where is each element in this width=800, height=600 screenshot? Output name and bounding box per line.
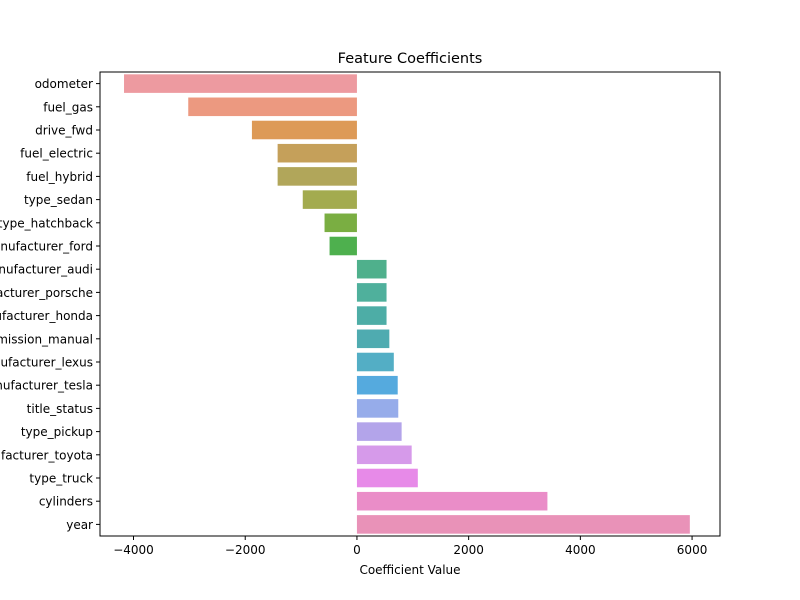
bar-cylinders: [356, 491, 548, 511]
y-tick-label: cylinders: [39, 495, 93, 509]
bar-fuel-gas: [188, 97, 357, 117]
x-tick-label: 4000: [565, 543, 596, 557]
bar-type-hatchback: [324, 213, 357, 233]
y-tick-label: type_sedan: [24, 193, 93, 207]
y-tick-label: type_pickup: [21, 425, 93, 439]
y-tick-label: manufacturer_audi: [0, 263, 93, 277]
bar-manufacturer-toyota: [356, 445, 412, 465]
bar-odometer: [124, 74, 357, 93]
bar-manufacturer-porsche: [356, 283, 387, 302]
bar-manufacturer-honda: [356, 306, 387, 325]
x-tick-label: 0: [353, 543, 361, 557]
x-axis: −4000 −2000 0 2000 4000 6000: [113, 536, 707, 557]
y-tick-label: type_hatchback: [0, 216, 93, 230]
y-tick-labels: odometer fuel_gas drive_fwd fuel_electricfu…: [0, 77, 100, 532]
bar-fuel-electric: [277, 143, 357, 163]
y-tick-label: fuel_electric: [20, 147, 93, 161]
bar-fuel-hybrid: [277, 167, 357, 186]
bar-type-sedan: [302, 190, 357, 209]
y-tick-label: manufacturer_ford: [0, 240, 93, 254]
y-tick-label: drive_fwd: [35, 124, 93, 138]
x-tick-label: −2000: [225, 543, 266, 557]
y-tick-label: fuel_gas: [43, 100, 93, 114]
bars-group: [124, 74, 690, 534]
bar-type-truck: [356, 468, 418, 488]
y-tick-label: year: [66, 518, 93, 532]
bar-year: [356, 515, 690, 534]
bar-title-status: [356, 399, 399, 418]
x-axis-label: Coefficient Value: [359, 563, 460, 577]
bar-manufacturer-ford: [329, 236, 357, 256]
y-tick-label: odometer: [35, 77, 93, 91]
y-tick-label: manufacturer_honda: [0, 309, 93, 323]
y-tick-label: title_status: [27, 402, 93, 416]
y-tick-label: manufacturer_toyota: [0, 448, 93, 462]
bar-type-pickup: [356, 422, 402, 441]
chart-title: Feature Coefficients: [338, 51, 483, 67]
bar-drive-fwd: [251, 120, 357, 140]
x-tick-label: −4000: [113, 543, 154, 557]
plot-frame: [99, 71, 721, 537]
y-tick-label: type_truck: [29, 472, 93, 486]
bar-transmission-manual: [356, 329, 390, 349]
y-tick-label: transmission_manual: [0, 332, 93, 346]
bar-manufacturer-lexus: [356, 352, 394, 372]
y-tick-label: fuel_hybrid: [26, 170, 93, 184]
y-tick-label: manufacturer_lexus: [0, 356, 93, 370]
y-tick-label: manufacturer_porsche: [0, 286, 93, 300]
y-tick-label: manufacturer_tesla: [0, 379, 93, 393]
x-tick-label: 2000: [453, 543, 484, 557]
x-tick-label: 6000: [677, 543, 708, 557]
bar-manufacturer-tesla: [356, 375, 398, 395]
bar-manufacturer-audi: [356, 259, 387, 279]
